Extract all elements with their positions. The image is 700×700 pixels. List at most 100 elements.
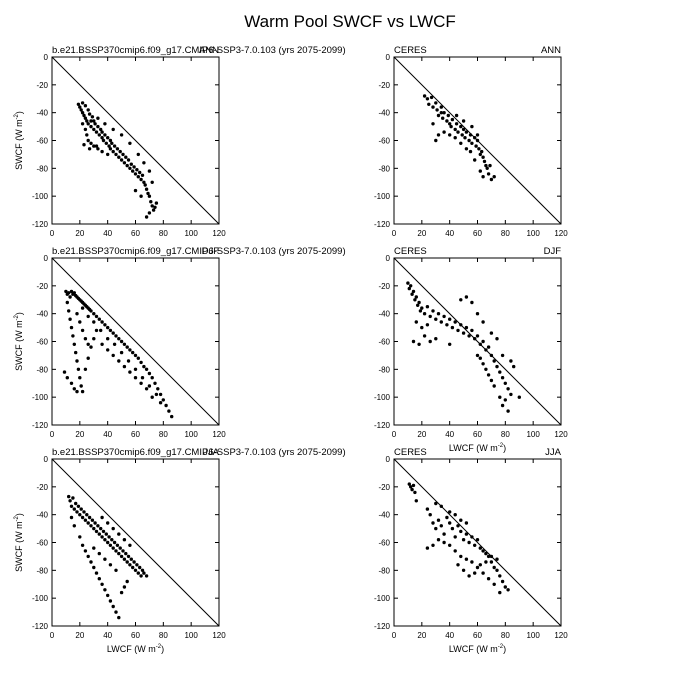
data-point	[117, 155, 121, 159]
data-point	[156, 387, 160, 391]
x-tick-label: 20	[75, 229, 84, 238]
data-point	[119, 339, 124, 344]
data-point	[425, 97, 430, 101]
x-axis-label-close: )	[161, 644, 164, 654]
data-point	[406, 281, 410, 285]
data-point	[122, 364, 127, 369]
x-tick-label: 100	[184, 631, 198, 640]
data-point	[448, 521, 452, 525]
data-point	[100, 136, 104, 140]
data-point	[87, 112, 92, 116]
data-point	[101, 529, 106, 534]
data-point	[103, 557, 107, 561]
data-point	[79, 507, 83, 511]
data-point	[417, 342, 421, 346]
data-point	[459, 529, 463, 534]
data-point	[498, 395, 502, 399]
data-point	[133, 367, 138, 371]
x-tick-label: 40	[445, 631, 454, 640]
panel-left-title: b.e21.BSSP370cmip6.f09_g17.CMIP6-SSP3-7.…	[52, 45, 346, 56]
data-point	[439, 524, 443, 528]
data-point	[133, 188, 138, 193]
data-point	[453, 136, 457, 140]
data-point	[470, 535, 474, 539]
data-point	[131, 169, 135, 173]
y-tick-label: -80	[36, 566, 48, 575]
data-point	[442, 111, 446, 115]
data-point	[144, 387, 149, 391]
panel-model-djf: 0 20 40 60 80 100 120 0 -20 -40 -60 -80 -100 -120 b.e2…	[14, 246, 346, 439]
data-point	[64, 289, 68, 294]
data-point	[448, 342, 452, 346]
data-point	[142, 161, 146, 165]
y-tick-label: -100	[32, 594, 49, 603]
data-point	[119, 590, 124, 595]
data-point	[473, 136, 477, 140]
data-point	[69, 325, 74, 330]
panel-model-jja: 0 20 40 60 80 100 120 0 -20 -40 -60 -80 -100 -120 b.e2…	[14, 447, 346, 654]
data-point	[86, 314, 90, 319]
data-point	[439, 320, 443, 324]
data-point	[139, 177, 143, 182]
data-point	[506, 409, 510, 413]
x-tick-label: 100	[184, 430, 198, 439]
data-point	[111, 127, 115, 132]
y-tick-label: 0	[386, 455, 391, 464]
data-point	[475, 565, 480, 570]
y-tick-label: -20	[378, 483, 390, 492]
data-point	[486, 554, 491, 559]
data-point	[461, 568, 466, 572]
data-point	[100, 320, 104, 324]
data-point	[139, 194, 143, 198]
x-tick-label: 120	[554, 430, 568, 439]
data-point	[503, 398, 507, 402]
data-point	[90, 115, 95, 119]
data-point	[125, 163, 129, 168]
x-tick-label: 120	[212, 430, 226, 439]
data-point	[459, 518, 463, 522]
data-point	[115, 543, 120, 547]
data-point	[474, 144, 478, 148]
data-point	[150, 180, 154, 184]
data-point	[153, 205, 157, 209]
data-point	[122, 557, 127, 561]
data-point	[486, 373, 491, 377]
data-point	[108, 147, 113, 151]
y-tick-label: -120	[32, 622, 49, 631]
y-tick-label: -60	[378, 137, 390, 146]
data-point	[86, 521, 90, 525]
x-axis-label: LWCF (W m-2)	[107, 644, 164, 654]
data-point	[89, 309, 93, 313]
data-point	[114, 549, 118, 553]
data-point	[100, 535, 104, 539]
y-axis-label-close: )	[14, 513, 24, 516]
x-tick-label: 60	[473, 430, 482, 439]
data-point	[93, 521, 97, 525]
data-point	[425, 323, 430, 327]
y-axis-label-text: SWCF (W m	[14, 320, 24, 370]
data-point	[132, 560, 136, 564]
data-point	[93, 122, 97, 126]
data-point	[467, 540, 471, 545]
x-tick-label: 120	[554, 631, 568, 640]
x-tick-label: 40	[103, 631, 112, 640]
x-tick-label: 60	[131, 631, 140, 640]
data-point	[467, 574, 471, 578]
data-point	[489, 554, 494, 559]
data-point	[80, 543, 85, 547]
data-point	[104, 141, 109, 145]
data-point	[459, 323, 463, 327]
data-point	[114, 334, 118, 338]
data-point	[69, 289, 74, 294]
y-tick-label: -20	[378, 282, 390, 291]
data-point	[135, 168, 139, 172]
panel-right-title: ANN	[541, 45, 561, 56]
data-point	[124, 155, 128, 159]
reference-line	[51, 56, 220, 225]
data-point	[481, 155, 485, 159]
data-point	[67, 494, 71, 499]
data-point	[442, 130, 446, 134]
data-point	[94, 130, 99, 134]
x-axis-label-text: LWCF (W m	[449, 644, 498, 654]
